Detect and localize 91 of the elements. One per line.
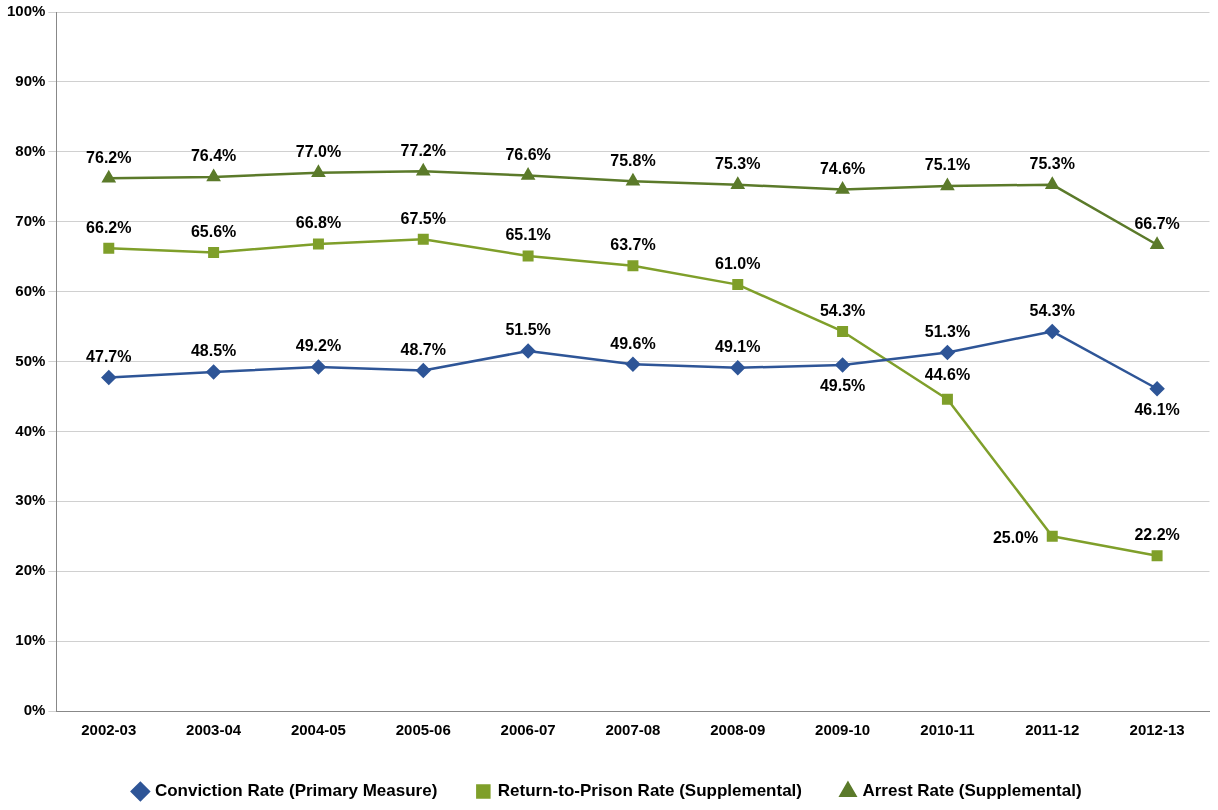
point <box>101 370 117 385</box>
y-tick-label: 20% <box>15 561 46 579</box>
y-tick-label: 60% <box>15 281 46 299</box>
data-label: 75.3% <box>715 155 761 173</box>
data-label: 76.4% <box>190 147 237 165</box>
data-label: 44.6% <box>924 365 971 383</box>
x-tick-label: 2011-12 <box>1025 721 1080 739</box>
y-tick-label: 0% <box>23 701 46 719</box>
x-tick-label: 2006-07 <box>500 721 556 739</box>
data-label: 25.0% <box>992 528 1039 546</box>
point <box>731 177 745 189</box>
legend-label: Return-to-Prison Rate (Supplemental) <box>497 781 802 801</box>
data-label: 76.6% <box>505 145 551 163</box>
point <box>1045 177 1059 189</box>
legend-label: Arrest Rate (Supplemental) <box>862 781 1082 801</box>
data-label: 67.5% <box>400 209 446 227</box>
data-label: 46.1% <box>1134 401 1180 419</box>
point <box>730 360 746 376</box>
point <box>837 325 849 337</box>
point <box>1150 237 1164 250</box>
x-tick-label: 2004-05 <box>290 721 346 739</box>
data-label: 49.1% <box>715 338 761 356</box>
point <box>207 169 221 182</box>
point <box>627 260 639 272</box>
data-label: 48.5% <box>190 342 237 360</box>
y-tick-label: 40% <box>15 421 46 439</box>
point <box>102 171 116 183</box>
legend-label: Conviction Rate (Primary Measure) <box>154 781 438 801</box>
data-label: 54.3% <box>819 301 866 319</box>
point <box>941 393 953 405</box>
x-tick-label: 2009-10 <box>815 721 871 739</box>
data-label: 66.8% <box>295 214 342 232</box>
y-tick-label: 70% <box>15 211 46 229</box>
y-tick-label: 100% <box>6 2 46 20</box>
point <box>208 246 220 258</box>
data-label: 49.6% <box>610 334 656 352</box>
x-tick-label: 2008-09 <box>710 721 766 739</box>
data-label: 77.2% <box>400 141 446 159</box>
point <box>311 165 325 178</box>
x-tick-label: 2007-08 <box>605 721 661 739</box>
point <box>1046 530 1058 542</box>
point <box>312 238 324 250</box>
y-tick-label: 30% <box>15 491 46 509</box>
data-label: 51.5% <box>505 321 551 339</box>
data-label: 75.1% <box>924 156 971 174</box>
point <box>416 164 430 176</box>
x-tick-label: 2003-04 <box>186 721 242 739</box>
point <box>625 357 641 372</box>
x-tick-label: 2012-13 <box>1129 721 1185 739</box>
y-tick-label: 10% <box>15 631 46 649</box>
point <box>1149 381 1165 397</box>
point <box>626 173 640 186</box>
point <box>1045 324 1060 339</box>
data-label: 66.2% <box>86 218 132 236</box>
data-label: 54.3% <box>1029 301 1075 319</box>
point <box>103 242 115 254</box>
data-label: 22.2% <box>1134 526 1180 544</box>
point <box>836 182 850 194</box>
point <box>311 359 326 375</box>
point <box>835 357 850 373</box>
y-tick-label: 90% <box>15 72 46 90</box>
data-label: 49.5% <box>819 377 866 395</box>
data-label: 65.1% <box>505 226 551 244</box>
point <box>417 233 429 245</box>
data-label: 77.0% <box>295 143 342 161</box>
data-label: 76.2% <box>86 148 132 166</box>
x-tick-label: 2005-06 <box>395 721 451 739</box>
data-label: 63.7% <box>610 236 656 254</box>
data-label: 47.7% <box>86 347 132 365</box>
point <box>940 345 955 360</box>
data-label: 51.3% <box>924 322 971 340</box>
data-label: 74.6% <box>819 159 866 177</box>
point <box>520 343 536 359</box>
point <box>206 364 221 380</box>
y-tick-label: 50% <box>15 351 46 369</box>
data-label: 75.8% <box>610 151 656 169</box>
data-label: 49.2% <box>295 337 342 355</box>
point <box>732 279 744 291</box>
data-label: 61.0% <box>715 255 761 273</box>
point <box>940 178 954 191</box>
data-label: 65.6% <box>190 222 237 240</box>
data-label: 48.7% <box>400 340 446 358</box>
point <box>522 250 534 262</box>
point <box>521 168 535 180</box>
data-label: 75.3% <box>1029 155 1075 173</box>
x-tick-label: 2010-11 <box>920 721 975 739</box>
data-label: 66.7% <box>1134 215 1180 233</box>
point <box>1151 550 1163 562</box>
x-tick-label: 2002-03 <box>81 721 137 739</box>
y-tick-label: 80% <box>15 141 46 159</box>
point <box>416 363 431 378</box>
